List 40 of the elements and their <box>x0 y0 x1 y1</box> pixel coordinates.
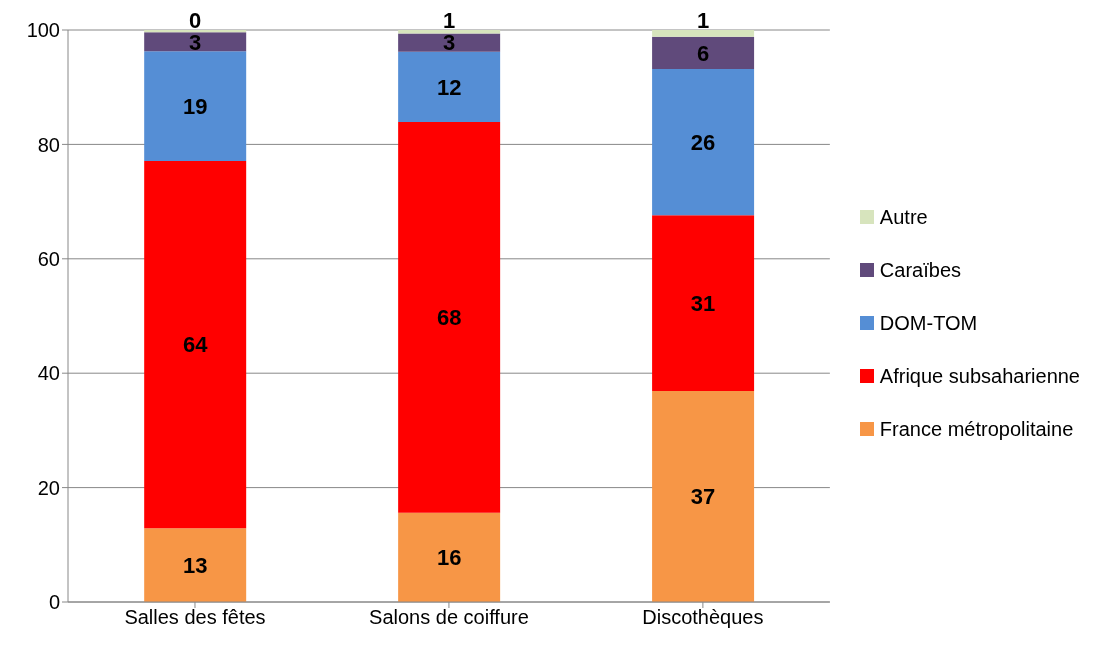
legend-label: DOM-TOM <box>879 311 978 335</box>
bar <box>398 122 501 513</box>
bar <box>144 160 247 529</box>
data-label: 1 <box>443 8 456 33</box>
x-tick-label: Salles des fêtes <box>124 606 266 629</box>
legend-label: Autre <box>879 205 928 229</box>
data-label: 37 <box>690 484 716 510</box>
y-tick-label: 40 <box>37 362 60 385</box>
x-tick-label: Salons de coiffure <box>369 606 529 629</box>
bar <box>144 51 247 161</box>
bar <box>652 30 755 37</box>
data-label: 31 <box>690 290 716 316</box>
legend-label: Caraïbes <box>879 258 962 282</box>
bar <box>652 36 755 69</box>
legend-label: France métropolitaine <box>879 417 1074 441</box>
y-tick-label: 60 <box>37 247 60 270</box>
data-label: 1 <box>696 8 710 33</box>
data-label: 12 <box>436 74 462 100</box>
data-label: 26 <box>690 129 716 155</box>
bar <box>652 390 755 602</box>
data-label: 64 <box>182 332 209 358</box>
data-label: 16 <box>436 545 462 571</box>
y-tick-label: 100 <box>26 19 60 42</box>
y-tick-label: 20 <box>37 476 60 499</box>
y-tick-label: 80 <box>37 133 60 156</box>
bar <box>398 51 501 123</box>
data-label: 3 <box>443 30 456 56</box>
bar <box>398 512 501 602</box>
data-label: 68 <box>436 305 462 331</box>
y-tick-label: 0 <box>48 591 60 614</box>
bar <box>144 528 247 602</box>
legend-label: Afrique subsaharienne <box>879 364 1080 388</box>
data-label: 6 <box>696 40 710 66</box>
bar <box>652 68 755 216</box>
bar <box>652 215 755 391</box>
bar <box>144 32 247 52</box>
bar <box>398 33 501 52</box>
x-tick-label: Discothèques <box>642 606 764 629</box>
data-label: 13 <box>182 552 208 578</box>
data-label: 19 <box>182 93 208 119</box>
